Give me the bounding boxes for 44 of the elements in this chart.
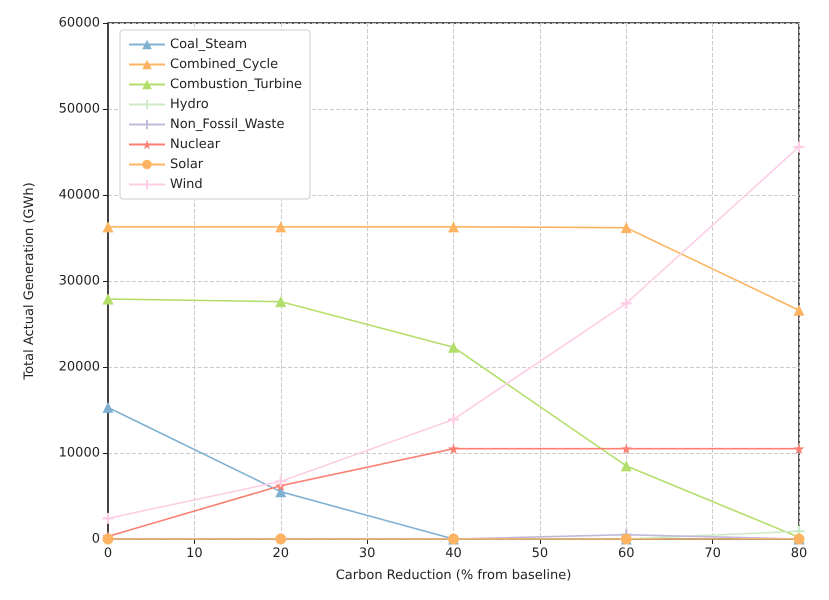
point [102,221,114,232]
point [102,294,114,305]
point [794,304,804,316]
y-tick-label: 60000 [58,16,100,30]
point [794,443,804,454]
legend-label: Combustion_Turbine [170,77,302,92]
y-tick-label: 10000 [58,446,100,460]
x-tick-label: 80 [790,546,808,561]
x-axis-title: Carbon Reduction (% from baseline) [336,568,572,583]
x-tick-label: 70 [704,546,721,561]
x-tick-label: 40 [445,546,462,561]
y-axis-title: Total Actual Generation (GWh) [22,182,37,381]
y-tick-label: 20000 [58,360,100,374]
legend-label: Wind [170,177,203,192]
legend-label: Non_Fossil_Waste [170,117,285,132]
x-tick-label: 50 [532,546,548,561]
point [620,443,632,454]
x-tick-label: 30 [358,546,376,561]
legend-label: Coal_Steam [170,37,248,52]
point [102,402,114,413]
point [275,296,286,308]
point [275,221,286,232]
point [448,221,459,232]
point [275,476,286,487]
y-tick-label: 30000 [58,274,100,288]
legend-label: Nuclear [170,137,221,152]
x-tick-label: 60 [618,546,635,561]
legend-label: Combined_Cycle [170,57,278,72]
point [794,141,804,152]
x-tick-label: 10 [186,546,203,561]
y-tick-label: 0 [92,532,100,546]
point [620,298,632,309]
point [620,460,632,472]
legend-label: Solar [170,157,204,172]
y-tick-label: 50000 [58,102,100,116]
point [448,443,459,454]
x-tick-label: 0 [104,546,112,561]
point [448,342,459,353]
point [620,222,632,234]
y-tick-label: 40000 [58,188,100,202]
point [102,512,114,524]
x-tick-label: 20 [272,546,290,561]
legend-label: Hydro [170,97,209,112]
point [448,414,459,425]
